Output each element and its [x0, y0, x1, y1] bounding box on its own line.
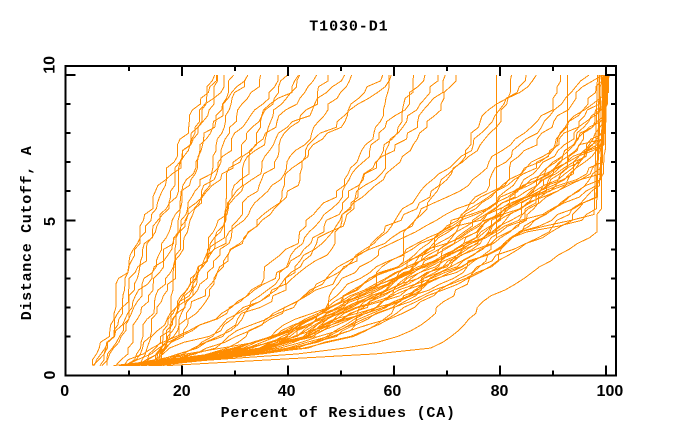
- svg-text:100: 100: [597, 383, 624, 400]
- svg-text:Percent of Residues (CA): Percent of Residues (CA): [221, 405, 456, 422]
- svg-text:0: 0: [42, 370, 59, 379]
- svg-text:20: 20: [173, 383, 191, 400]
- svg-text:40: 40: [278, 383, 296, 400]
- svg-text:0: 0: [60, 383, 69, 400]
- svg-text:10: 10: [41, 56, 58, 74]
- svg-text:5: 5: [42, 217, 59, 226]
- svg-text:80: 80: [491, 383, 509, 400]
- svg-text:Distance Cutoff, A: Distance Cutoff, A: [19, 146, 36, 321]
- svg-text:60: 60: [384, 383, 402, 400]
- svg-text:T1030-D1: T1030-D1: [309, 19, 388, 36]
